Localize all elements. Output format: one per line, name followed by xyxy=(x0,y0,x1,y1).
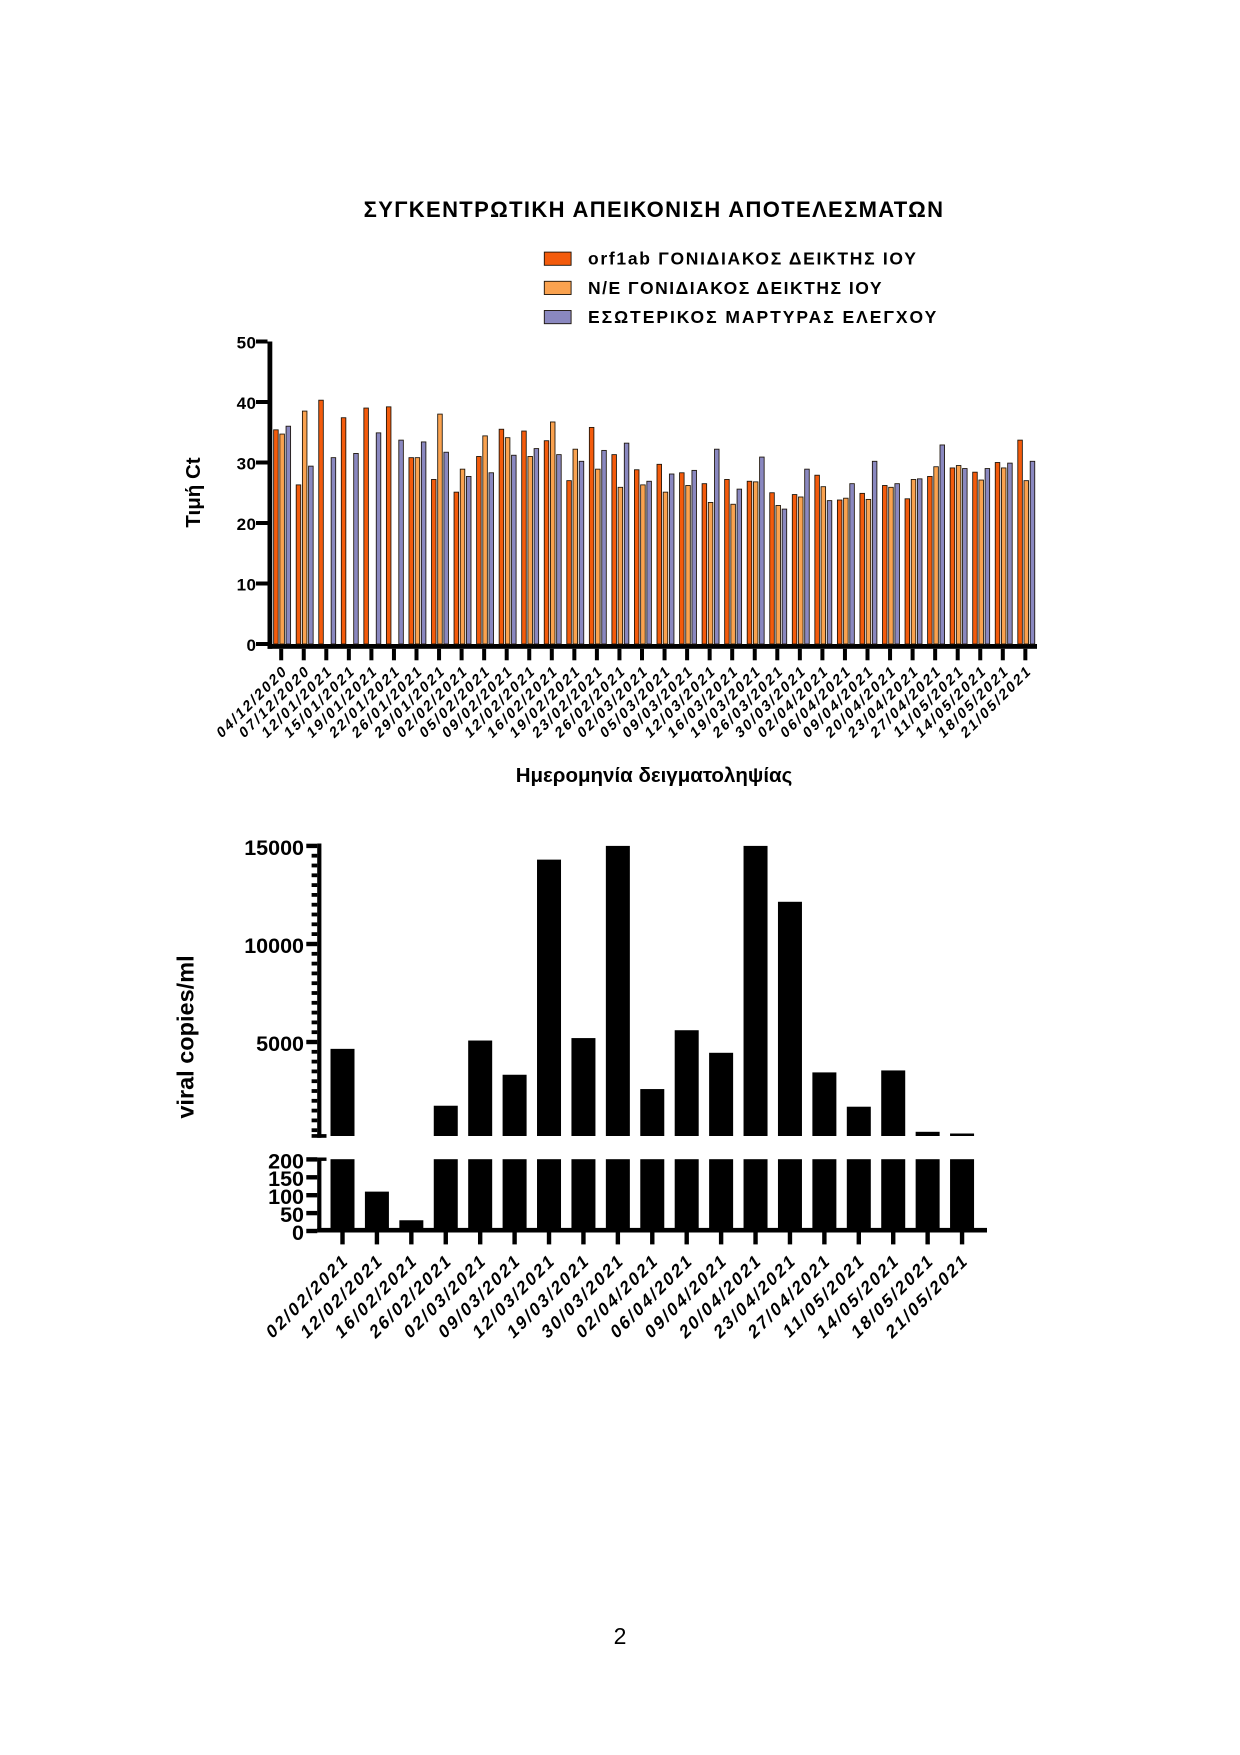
svg-text:50: 50 xyxy=(237,333,257,352)
svg-text:10: 10 xyxy=(237,575,257,594)
svg-text:30: 30 xyxy=(237,454,257,473)
svg-text:Ημερομηνία δειγματοληψίας: Ημερομηνία δειγματοληψίας xyxy=(516,764,793,787)
svg-text:20: 20 xyxy=(237,515,257,534)
svg-text:viral copies/ml: viral copies/ml xyxy=(173,955,199,1118)
svg-text:ΣΥΓΚΕΝΤΡΩΤΙΚΗ ΑΠΕΙΚΟΝΙΣΗ ΑΠΟΤΕ: ΣΥΓΚΕΝΤΡΩΤΙΚΗ ΑΠΕΙΚΟΝΙΣΗ ΑΠΟΤΕΛΕΣΜΑΤΩΝ xyxy=(364,197,945,222)
svg-text:orf1ab ΓΟΝΙΔΙΑΚΟΣ ΔΕΙΚΤΗΣ ΙΟΥ: orf1ab ΓΟΝΙΔΙΑΚΟΣ ΔΕΙΚΤΗΣ ΙΟΥ xyxy=(588,249,918,269)
svg-text:100: 100 xyxy=(268,1185,304,1209)
svg-text:50: 50 xyxy=(280,1203,304,1227)
svg-text:Τιμή Ct: Τιμή Ct xyxy=(182,457,205,527)
svg-text:40: 40 xyxy=(237,394,257,413)
svg-text:0: 0 xyxy=(247,636,257,655)
svg-text:0: 0 xyxy=(292,1221,304,1245)
svg-text:200: 200 xyxy=(268,1149,304,1173)
svg-text:150: 150 xyxy=(268,1167,304,1191)
svg-text:5000: 5000 xyxy=(256,1032,304,1056)
svg-text:15000: 15000 xyxy=(244,836,304,860)
svg-text:Ν/Ε ΓΟΝΙΔΙΑΚΟΣ ΔΕΙΚΤΗΣ ΙΟΥ: Ν/Ε ΓΟΝΙΔΙΑΚΟΣ ΔΕΙΚΤΗΣ ΙΟΥ xyxy=(588,278,883,298)
svg-text:10000: 10000 xyxy=(244,934,304,958)
svg-text:ΕΣΩΤΕΡΙΚΟΣ ΜΑΡΤΥΡΑΣ ΕΛΕΓΧΟΥ: ΕΣΩΤΕΡΙΚΟΣ ΜΑΡΤΥΡΑΣ ΕΛΕΓΧΟΥ xyxy=(588,307,938,327)
svg-text:2: 2 xyxy=(614,1623,627,1649)
